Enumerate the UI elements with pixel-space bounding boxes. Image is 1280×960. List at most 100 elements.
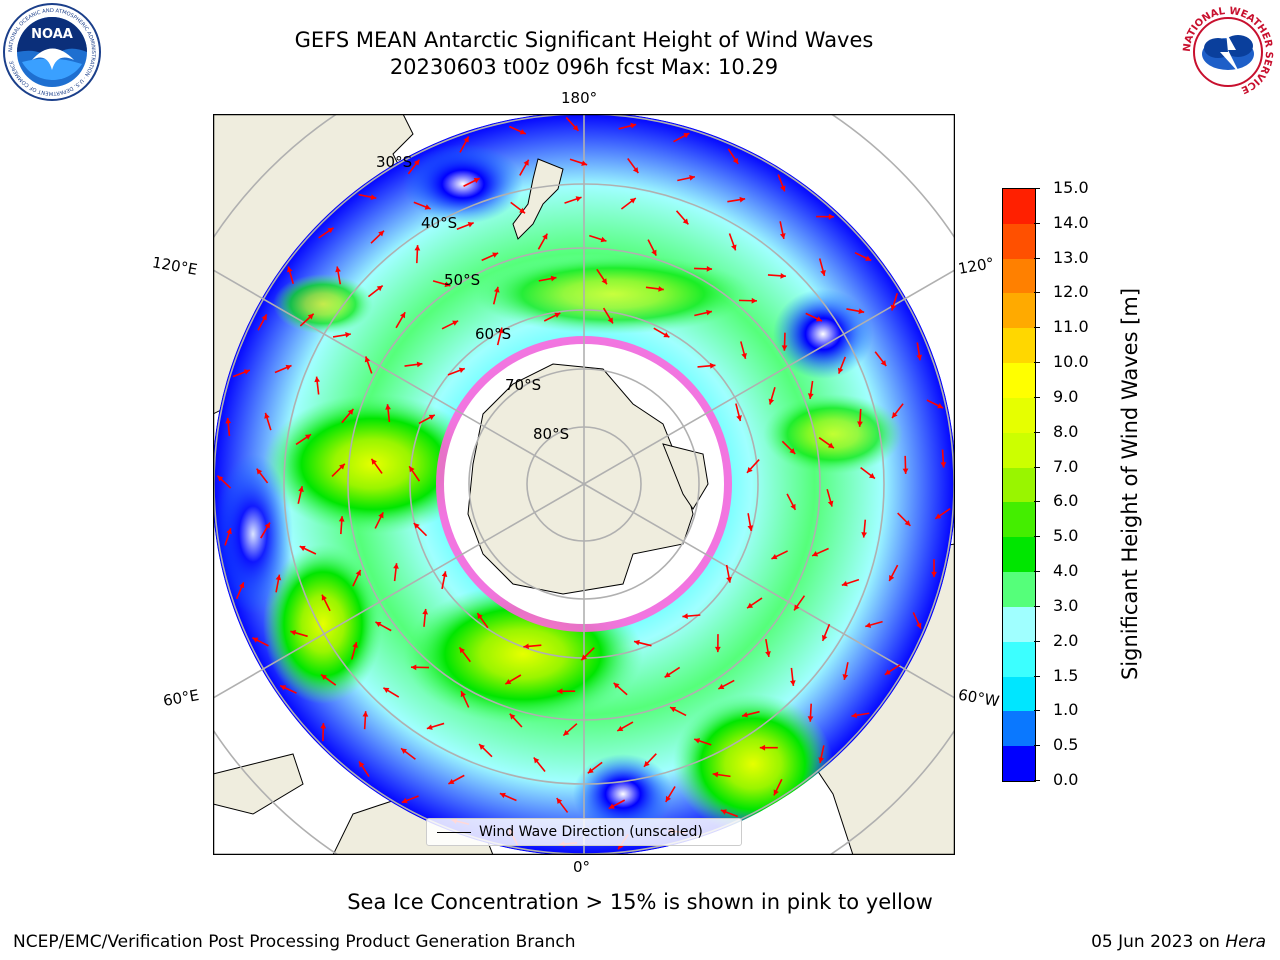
wind-wave-arrowhead (422, 608, 429, 615)
wind-wave-arrowhead (364, 356, 371, 363)
map-legend: Wind Wave Direction (unscaled) (426, 818, 742, 846)
wind-wave-arrowhead (709, 362, 716, 369)
wind-wave-arrowhead (827, 500, 834, 507)
wind-wave-arrowhead (664, 672, 671, 678)
wind-wave-arrowhead (299, 545, 306, 552)
wind-wave-arrowhead (441, 571, 448, 578)
wind-wave-arrowhead (290, 630, 297, 636)
wind-wave-arrowhead (741, 352, 747, 359)
colorbar-tick-label: 7.0 (1053, 456, 1079, 476)
wind-wave-arrowhead (807, 716, 814, 722)
wind-wave-arrowhead (892, 412, 898, 418)
colorbar-tick-mark (1034, 466, 1040, 468)
lat-label-70s: 70°S (505, 376, 542, 394)
wind-wave-arrowhead (452, 320, 459, 326)
wind-wave-arrows (216, 117, 951, 850)
lat-label-30s: 30°S (376, 153, 413, 171)
wind-wave-arrowhead (338, 516, 345, 522)
wind-wave-arrowhead (493, 286, 500, 293)
wind-wave-arrowhead (225, 417, 232, 424)
wind-wave-arrowhead (865, 622, 872, 628)
colorbar-segment (1003, 293, 1035, 329)
wind-wave-arrowhead (467, 221, 474, 228)
wind-wave-arrowhead (751, 297, 757, 304)
wind-wave-arrowhead (851, 712, 858, 719)
wind-wave-arrowhead (658, 286, 664, 292)
wind-wave-arrowhead (416, 361, 423, 368)
wind-wave-arrowhead (773, 789, 779, 796)
wind-wave-arrowhead (821, 634, 828, 641)
wind-wave-arrowhead (497, 327, 504, 334)
lat-label-50s: 50°S (444, 271, 481, 289)
wind-wave-arrowhead (841, 580, 848, 587)
wind-wave-arrowhead (780, 272, 786, 279)
wind-wave-arrowhead (460, 691, 466, 698)
wind-wave-arrowhead (683, 133, 690, 139)
wind-wave-arrowhead (554, 312, 561, 318)
wind-wave-arrowhead (575, 196, 582, 202)
wind-wave-arrowhead (275, 574, 282, 581)
colorbar-tick-label: 10.0 (1053, 352, 1089, 372)
noaa-logo-icon: NOAA NATIONAL OCEANIC AND ATMOSPHERIC AD… (3, 3, 101, 101)
wind-wave-arrowhead (587, 767, 594, 774)
wind-wave-arrowhead (779, 233, 786, 239)
lat-label-80s: 80°S (533, 425, 570, 443)
wind-wave-arrowhead (298, 486, 304, 492)
colorbar-segment (1003, 746, 1035, 781)
wind-wave-arrowhead (781, 345, 788, 351)
svg-text:NOAA: NOAA (31, 27, 73, 42)
wind-wave-arrowhead (601, 278, 607, 285)
wind-wave-arrowhead (426, 724, 433, 730)
wind-wave-arrowhead (858, 308, 865, 315)
colorbar-tick-label: 1.0 (1053, 700, 1079, 720)
footer-credit: NCEP/EMC/Verification Post Processing Pr… (13, 932, 576, 952)
wind-wave-arrowhead (320, 723, 327, 729)
wind-wave-arrowhead (732, 157, 739, 164)
wind-wave-arrowhead (523, 159, 529, 166)
colorbar-tick-label: 14.0 (1053, 212, 1089, 232)
wind-wave-arrowhead (401, 797, 408, 804)
wind-wave-arrowhead (663, 332, 670, 338)
colorbar (1002, 188, 1036, 782)
wind-wave-arrowhead (935, 513, 942, 519)
wind-wave-arrowhead (869, 473, 875, 479)
colorbar-tick-label: 6.0 (1053, 491, 1079, 511)
wind-wave-arrowhead (789, 680, 796, 686)
wind-wave-arrowhead (889, 575, 895, 582)
footer-host: Hera (1225, 932, 1266, 952)
wind-wave-arrowhead (837, 367, 844, 374)
wind-wave-arrowhead (771, 553, 778, 560)
wind-wave-arrowhead (370, 194, 377, 200)
wind-wave-arrowhead (519, 129, 526, 135)
colorbar-tick-label: 12.0 (1053, 282, 1089, 302)
footer-date: 05 Jun 2023 on Hera (1091, 932, 1266, 952)
wind-wave-arrowhead (747, 602, 754, 609)
colorbar-tick-label: 8.0 (1053, 421, 1079, 441)
colorbar-tick-label: 0.5 (1053, 735, 1079, 755)
wind-wave-arrowhead (768, 398, 775, 405)
colorbar-tick-label: 3.0 (1053, 595, 1079, 615)
wind-wave-arrowhead (630, 122, 637, 129)
wind-wave-arrowhead (940, 462, 947, 468)
wind-wave-arrowhead (694, 738, 701, 744)
wind-wave-arrowhead (286, 266, 293, 273)
colorbar-segment (1003, 502, 1035, 538)
sea-ice-caption: Sea Ice Concentration > 15% is shown in … (347, 890, 933, 914)
nws-logo-icon: NATIONAL WEATHER SERVICE (1180, 4, 1276, 100)
colorbar-label: Significant Height of Wind Waves [m] (1118, 287, 1142, 681)
wind-wave-arrowhead (629, 198, 636, 204)
colorbar-tick-mark (1034, 292, 1040, 294)
wind-wave-arrowhead (226, 528, 232, 535)
wind-wave-arrowhead (413, 159, 420, 166)
wind-wave-arrowhead (409, 466, 415, 473)
wind-wave-arrowhead (261, 314, 267, 321)
wind-wave-arrowhead (505, 678, 512, 685)
wind-wave-arrowhead (378, 512, 384, 519)
wind-wave-arrowhead (607, 317, 613, 324)
chart-title: GEFS MEAN Antarctic Significant Height o… (294, 28, 874, 52)
colorbar-segment (1003, 606, 1035, 642)
wind-wave-arrowhead (280, 685, 287, 691)
wind-wave-arrowhead (634, 639, 640, 646)
wind-wave-arrowhead (217, 475, 224, 482)
wind-wave-arrowhead (252, 637, 259, 643)
